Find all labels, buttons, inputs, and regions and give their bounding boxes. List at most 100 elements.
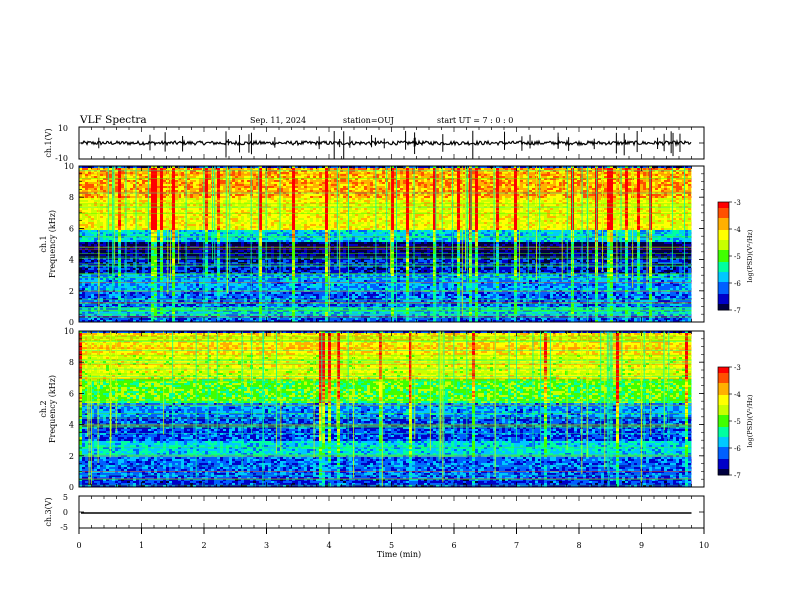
spec-cell [205,242,208,244]
spec-cell [232,182,235,184]
spec-cell [109,184,112,186]
spec-cell [109,182,112,184]
spec-cell [187,292,190,294]
spec-cell [253,182,256,184]
spec-cell [163,242,166,244]
spec-cell [181,242,184,244]
spec-cell [91,304,94,306]
spec-cell [217,254,220,256]
spec-cell [109,198,112,200]
spec-cell [178,270,181,272]
spec-cell [238,284,241,286]
spec-cell [175,188,178,190]
spec-cell [175,208,178,210]
spec-cell [247,286,250,288]
spec-cell [208,250,211,252]
spec-cell [238,172,241,174]
spec-cell [121,278,124,280]
spec-cell [244,196,247,198]
spec-cell [127,172,130,174]
spec-cell [142,208,145,210]
spec-cell [88,294,91,296]
spec-cell [244,200,247,202]
spec-cell [151,294,154,296]
spec-cell [172,314,175,316]
spec-cell [244,198,247,200]
spec-cell [241,200,244,202]
spec-cell [190,254,193,256]
spec-cell [94,226,97,228]
spec-cell [121,240,124,242]
spec-cell [103,176,106,178]
spec-cell [232,194,235,196]
spec-cell [151,234,154,236]
spec-cell [172,186,175,188]
spec-cell [118,260,121,262]
spec-cell [85,304,88,306]
spec-cell [217,292,220,294]
spec-cell [163,168,166,170]
spec-cell [229,300,232,302]
spec-cell [127,184,130,186]
spec-cell [235,218,238,220]
spec-cell [244,242,247,244]
spec-cell [115,226,118,228]
spec-cell [253,226,256,228]
spec-cell [217,250,220,252]
spec-cell [223,296,226,298]
spec-cell [88,268,91,270]
spec-cell [247,284,250,286]
spec-cell [235,208,238,210]
spec-cell [262,254,265,256]
spec-cell [220,300,223,302]
spec-cell [259,296,262,298]
spec-cell [151,182,154,184]
spec-cell [109,168,112,170]
spec-cell [100,184,103,186]
spec-cell [85,244,88,246]
spec-cell [223,184,226,186]
spec-cell [220,230,223,232]
spec-cell [139,258,142,260]
spec-cell [88,284,91,286]
spec-cell [223,176,226,178]
spec-cell [91,214,94,216]
spec-cell [268,190,271,192]
spec-cell [139,226,142,228]
spec-cell [154,210,157,212]
spec-cell [205,224,208,226]
spec-cell [244,260,247,262]
spec-cell [157,176,160,178]
spec-cell [208,304,211,306]
spec-cell [139,186,142,188]
spec-cell [163,176,166,178]
spec-cell [157,204,160,206]
spec-cell [187,224,190,226]
spec-cell [175,292,178,294]
spec-cell [145,230,148,232]
spec-cell [187,198,190,200]
spec-cell [187,278,190,280]
spec-cell [82,224,85,226]
spec-cell [85,196,88,198]
spec-cell [238,186,241,188]
spec-cell [130,168,133,170]
spec-cell [193,244,196,246]
spec-cell [244,250,247,252]
spec-cell [196,190,199,192]
spec-cell [169,296,172,298]
spec-cell [127,220,130,222]
spec-cell [145,210,148,212]
spec-cell [208,230,211,232]
spec-cell [157,238,160,240]
spec-cell [148,304,151,306]
spec-cell [223,214,226,216]
spec-cell [196,226,199,228]
spec-cell [100,278,103,280]
spec-cell [223,250,226,252]
spec-cell [103,268,106,270]
spec-cell [118,304,121,306]
spec-cell [118,200,121,202]
spec-cell [175,250,178,252]
spec-cell [151,304,154,306]
